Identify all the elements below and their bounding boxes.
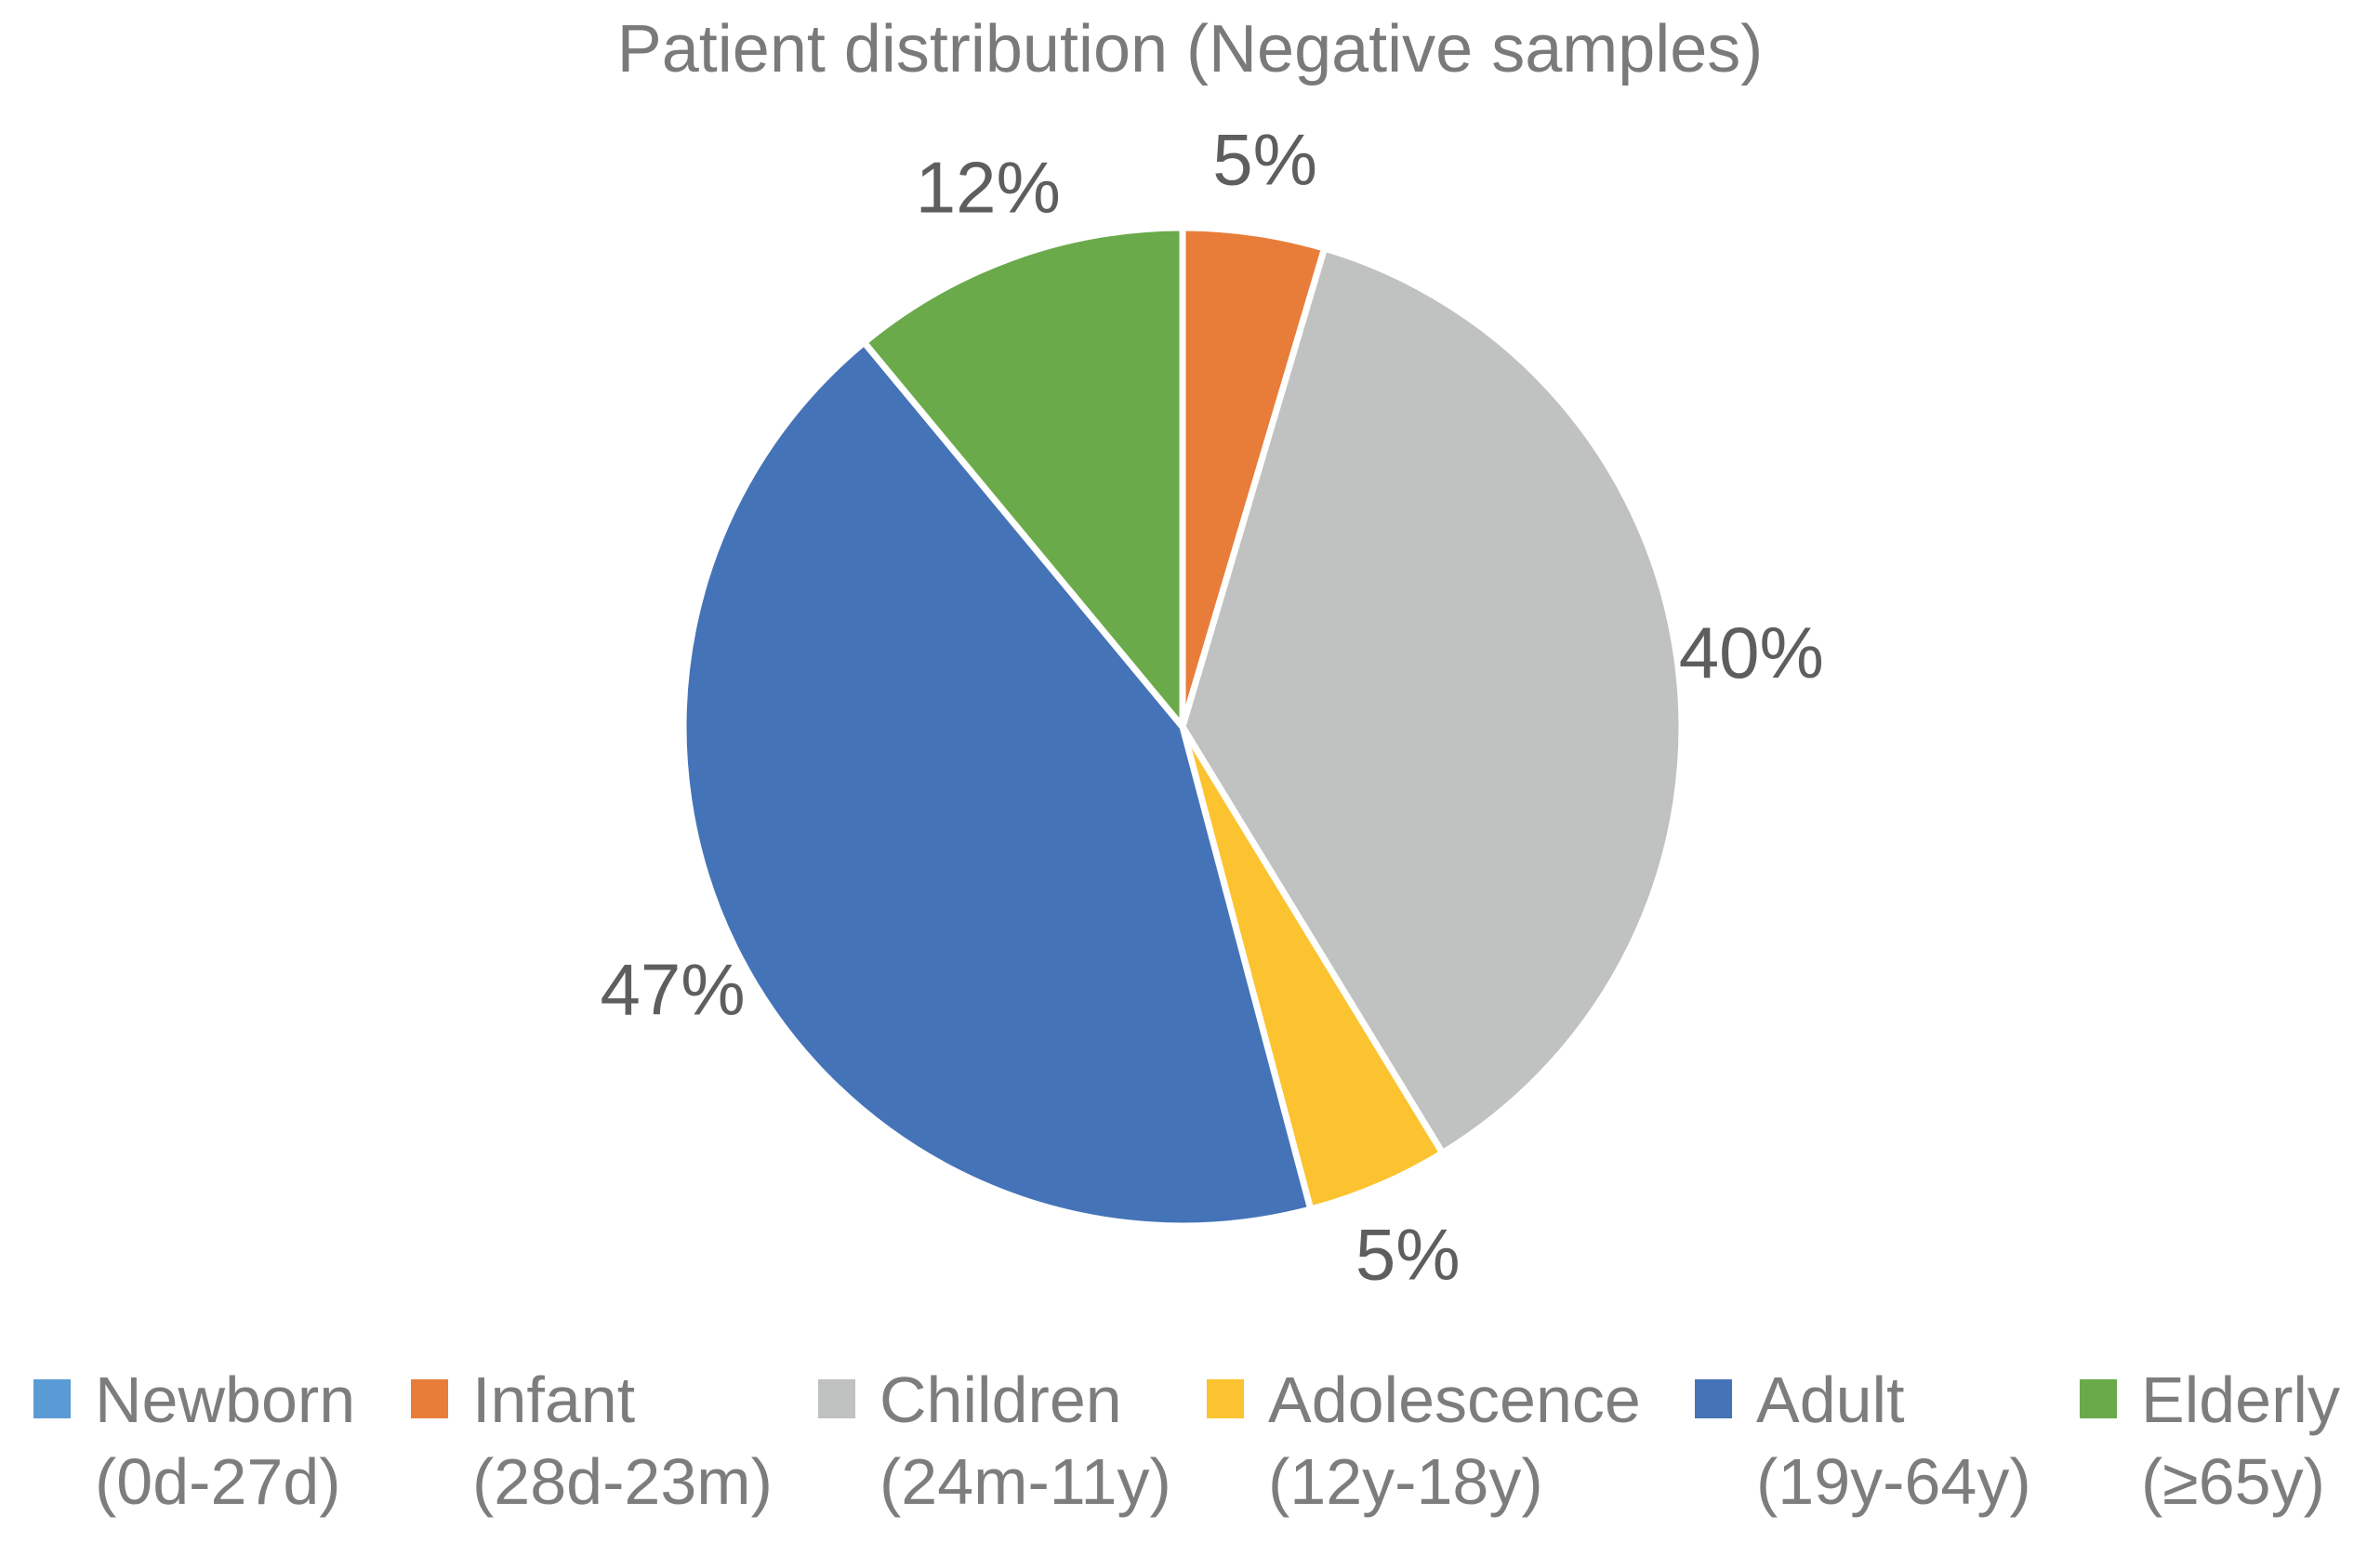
legend-label: Children	[879, 1364, 1122, 1436]
slice-label-elderly: 12%	[916, 147, 1061, 229]
slice-label-children: 40%	[1679, 612, 1824, 693]
legend-swatch-elderly	[2080, 1379, 2117, 1418]
legend-swatch-infant	[411, 1379, 448, 1418]
legend-text: Newborn (0d-27d)	[95, 1359, 355, 1522]
legend-label: Infant	[472, 1364, 636, 1436]
legend-range: (12y-18y)	[1268, 1445, 1543, 1518]
legend-text: Adult (19y-64y)	[1756, 1359, 2031, 1522]
legend-swatch-newborn	[33, 1379, 71, 1418]
chart-title: Patient distribution (Negative samples)	[616, 12, 1764, 86]
legend-label: Elderly	[2141, 1364, 2340, 1436]
legend-item-children: Children (24m-11y)	[818, 1359, 1171, 1522]
legend-text: Children (24m-11y)	[879, 1359, 1171, 1522]
legend-swatch-children	[818, 1379, 855, 1418]
legend-range: (0d-27d)	[95, 1445, 341, 1518]
legend-swatch-adolescence	[1207, 1379, 1244, 1418]
legend-text: Infant (28d-23m)	[472, 1359, 773, 1522]
legend-range: (28d-23m)	[472, 1445, 773, 1518]
legend-text: Adolescence (12y-18y)	[1268, 1359, 1641, 1522]
legend-range: (≥65y)	[2141, 1445, 2325, 1518]
legend-text: Elderly (≥65y)	[2141, 1359, 2340, 1522]
legend-label: Adolescence	[1268, 1364, 1641, 1436]
legend-item-newborn: Newborn (0d-27d)	[33, 1359, 355, 1522]
pie-slice-adult	[680, 338, 1315, 1230]
slice-label-infant: 5%	[1212, 118, 1317, 200]
legend-swatch-adult	[1695, 1379, 1732, 1418]
legend-item-elderly: Elderly (≥65y)	[2080, 1359, 2340, 1522]
legend-item-infant: Infant (28d-23m)	[411, 1359, 773, 1522]
legend-label: Adult	[1756, 1364, 1905, 1436]
slice-label-adult: 47%	[600, 949, 745, 1031]
slice-label-adolescence: 5%	[1355, 1213, 1461, 1295]
pie-slice-elderly	[861, 224, 1186, 731]
legend-item-adolescence: Adolescence (12y-18y)	[1207, 1359, 1641, 1522]
legend-range: (19y-64y)	[1756, 1445, 2031, 1518]
legend-label: Newborn	[95, 1364, 356, 1436]
legend-item-adult: Adult (19y-64y)	[1695, 1359, 2031, 1522]
legend-range: (24m-11y)	[879, 1445, 1171, 1518]
